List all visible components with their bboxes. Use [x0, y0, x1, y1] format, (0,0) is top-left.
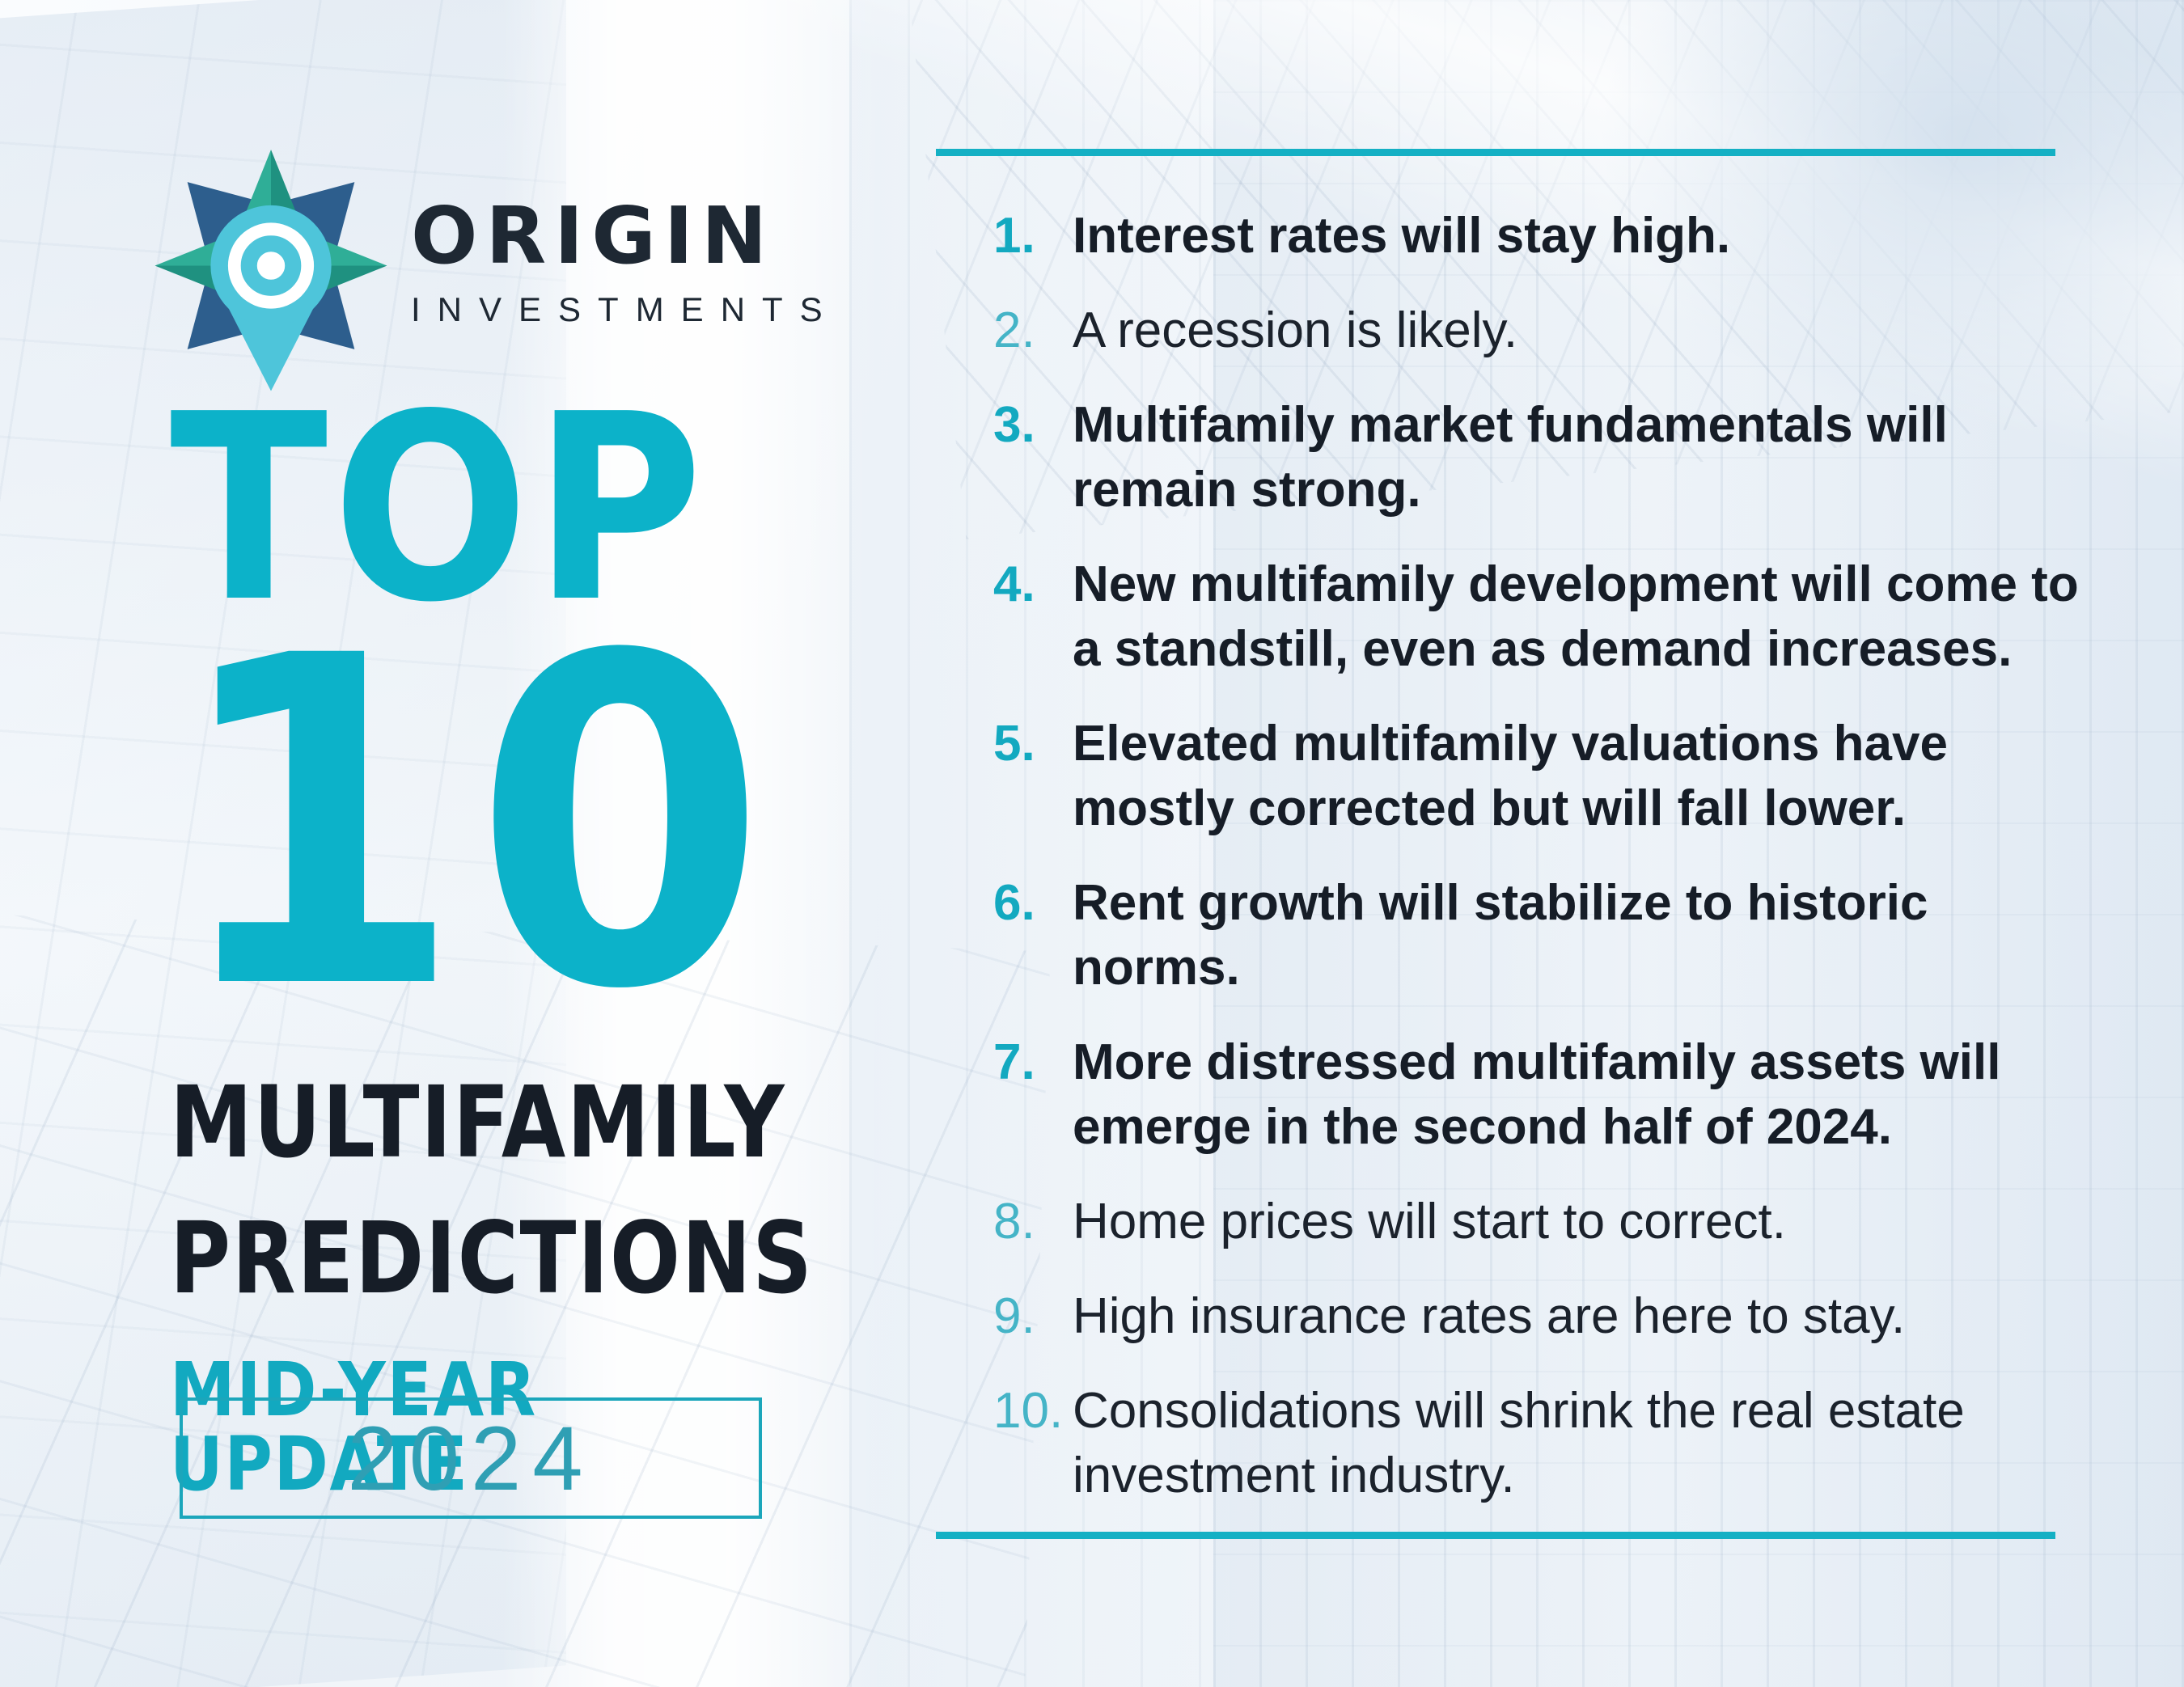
brand-block: ORIGIN INVESTMENTS — [154, 150, 840, 400]
prediction-item: 3. Multifamily market fundamentals will … — [993, 393, 2093, 522]
prediction-number: 10. — [993, 1382, 1064, 1439]
prediction-item: 4. New multifamily development will come… — [993, 552, 2093, 682]
prediction-number: 9. — [993, 1287, 1035, 1344]
prediction-text: High insurance rates are here to stay. — [1073, 1287, 1906, 1344]
prediction-text: Interest rates will stay high. — [1073, 208, 1731, 264]
prediction-text: New multifamily development will come to… — [1073, 556, 2079, 677]
headline-title-line1: MULTIFAMILY — [170, 1064, 786, 1180]
brand-text: ORIGIN INVESTMENTS — [411, 197, 840, 327]
brand-subname: INVESTMENTS — [411, 290, 840, 328]
prediction-number: 3. — [993, 396, 1035, 453]
prediction-text: Elevated multifamily valuations have mos… — [1073, 715, 1948, 836]
prediction-item: 9. High insurance rates are here to stay… — [993, 1284, 2093, 1349]
prediction-number: 8. — [993, 1193, 1035, 1249]
headline-subtitle: MID-YEAR UPDATE — [170, 1346, 538, 1507]
prediction-text: More distressed multifamily assets will … — [1073, 1034, 2001, 1155]
prediction-number: 1. — [993, 208, 1035, 264]
headline-title-line2: PREDICTIONS — [170, 1200, 814, 1316]
prediction-number: 4. — [993, 556, 1035, 612]
prediction-item: 5. Elevated multifamily valuations have … — [993, 712, 2093, 841]
prediction-number: 2. — [993, 302, 1035, 358]
top-divider-line — [936, 149, 2055, 156]
headline-block: TOP 10 MULTIFAMILY PREDICTIONS MID-YEAR … — [170, 380, 898, 1502]
brand-name: ORIGIN — [411, 190, 776, 281]
prediction-text: Multifamily market fundamentals will rem… — [1073, 396, 1948, 518]
bottom-divider-line — [936, 1532, 2055, 1539]
predictions-list: 1. Interest rates will stay high. 2. A r… — [993, 204, 2093, 1538]
prediction-text: Rent growth will stabilize to historic n… — [1073, 874, 1928, 996]
prediction-text: Consolidations will shrink the real esta… — [1073, 1382, 1965, 1503]
headline-top-word: TOP — [170, 359, 708, 658]
prediction-text: A recession is likely. — [1073, 302, 1518, 358]
prediction-item: 8. Home prices will start to correct. — [993, 1190, 2093, 1254]
year-box: 2024 — [180, 1397, 762, 1519]
prediction-text: Home prices will start to correct. — [1073, 1193, 1786, 1249]
prediction-item: 10. Consolidations will shrink the real … — [993, 1379, 2093, 1508]
prediction-number: 6. — [993, 874, 1035, 931]
prediction-item: 2. A recession is likely. — [993, 298, 2093, 363]
prediction-number: 5. — [993, 715, 1035, 772]
headline-number: 10 — [170, 561, 777, 1089]
prediction-item: 1. Interest rates will stay high. — [993, 204, 2093, 268]
year-label: 2024 — [347, 1407, 595, 1509]
prediction-number: 7. — [993, 1034, 1035, 1090]
origin-compass-logo-icon — [154, 150, 387, 391]
prediction-item: 7. More distressed multifamily assets wi… — [993, 1030, 2093, 1160]
prediction-item: 6. Rent growth will stabilize to histori… — [993, 871, 2093, 1000]
